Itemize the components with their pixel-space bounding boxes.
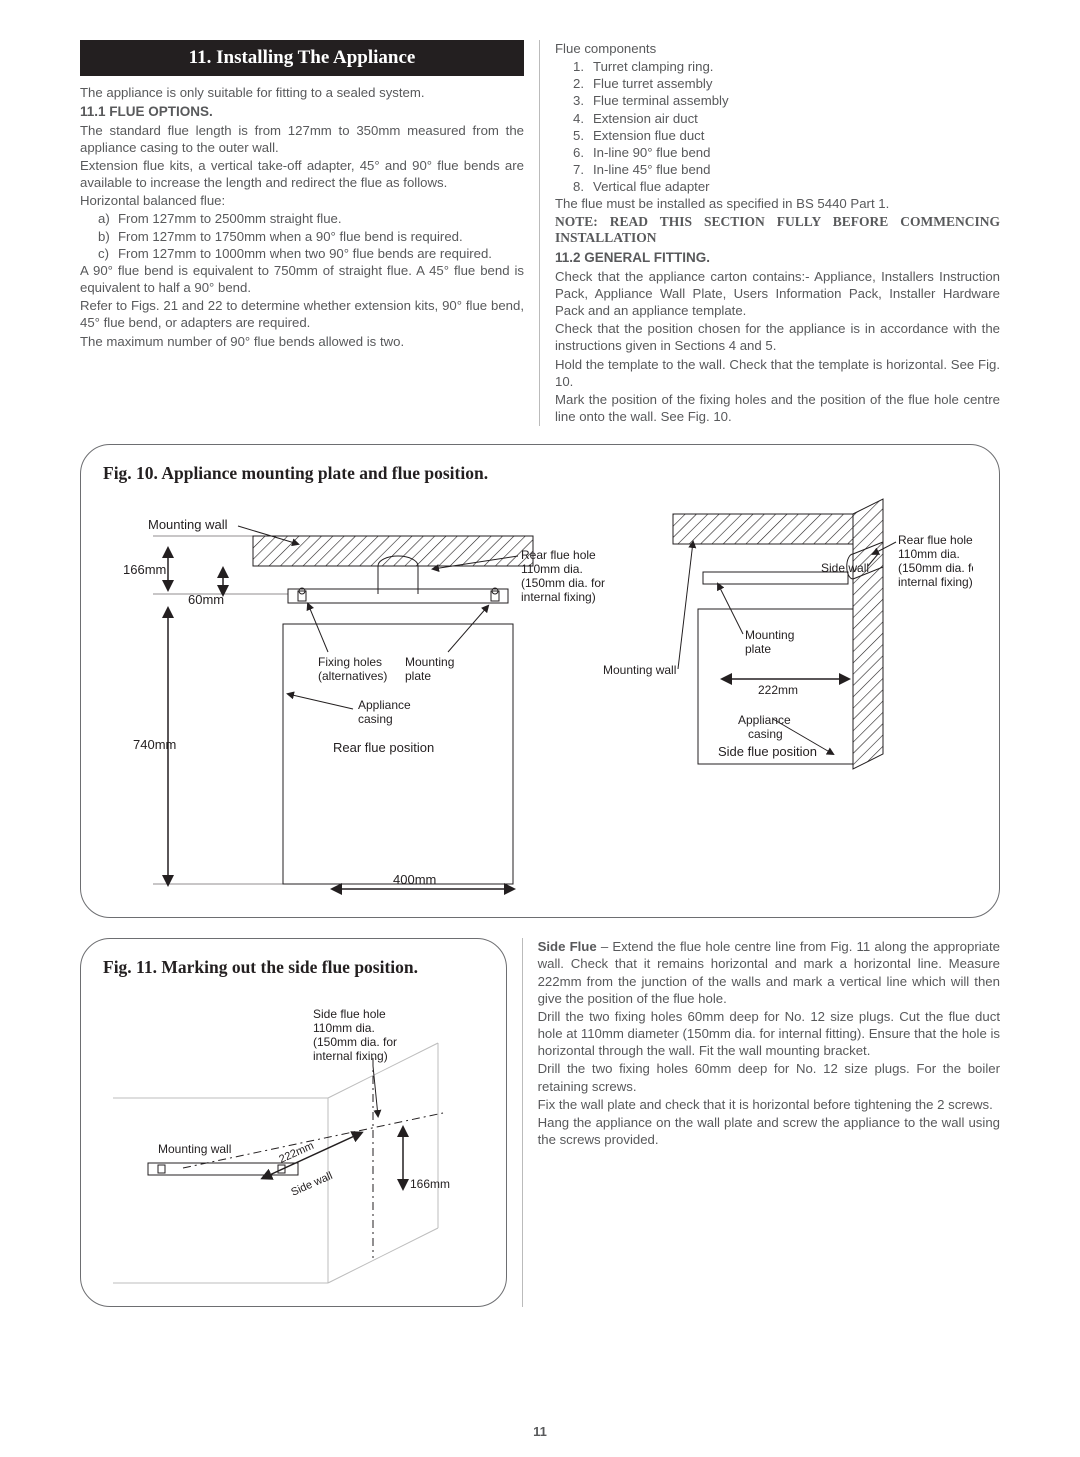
svg-text:plate: plate	[405, 669, 431, 683]
list-item: 3.Flue terminal assembly	[593, 92, 1000, 109]
svg-text:Mounting wall: Mounting wall	[148, 517, 228, 532]
g3: Hold the template to the wall. Check tha…	[555, 356, 1000, 390]
svg-text:166mm: 166mm	[410, 1177, 450, 1191]
flue-components-list: 1.Turret clamping ring. 2.Flue turret as…	[555, 58, 1000, 195]
c2: Flue turret assembly	[593, 76, 712, 91]
list-item: b)From 127mm to 1750mm when a 90° flue b…	[118, 228, 524, 245]
list-item: 2.Flue turret assembly	[593, 75, 1000, 92]
svg-text:(150mm dia. for: (150mm dia. for	[313, 1035, 397, 1049]
section-header: 11. Installing The Appliance	[80, 40, 524, 76]
svg-text:(alternatives): (alternatives)	[318, 669, 387, 683]
list-item: 8.Vertical flue adapter	[593, 178, 1000, 195]
svg-text:Side wall: Side wall	[821, 561, 869, 575]
list-a-text: From 127mm to 2500mm straight flue.	[118, 211, 342, 226]
intro-text: The appliance is only suitable for fitti…	[80, 84, 524, 101]
svg-text:plate: plate	[745, 642, 771, 656]
svg-text:casing: casing	[748, 727, 783, 741]
c4: Extension air duct	[593, 111, 698, 126]
figure-10-svg: Mounting wall 166mm 60mm 740mm Fixing ho…	[103, 494, 973, 899]
svg-text:Appliance: Appliance	[738, 713, 791, 727]
svg-text:Rear flue position: Rear flue position	[333, 740, 434, 755]
page-number: 11	[0, 1424, 1080, 1439]
figure-10-title: Fig. 10. Appliance mounting plate and fl…	[103, 463, 977, 484]
right-column: Flue components 1.Turret clamping ring. …	[540, 40, 1000, 426]
svg-text:740mm: 740mm	[133, 737, 176, 752]
left-p4: A 90° flue bend is equivalent to 750mm o…	[80, 262, 524, 296]
c1: Turret clamping ring.	[593, 59, 713, 74]
c3: Flue terminal assembly	[593, 93, 729, 108]
lr-p3: Drill the two fixing holes 60mm deep for…	[538, 1060, 1000, 1094]
c5: Extension flue duct	[593, 128, 704, 143]
list-item: 1.Turret clamping ring.	[593, 58, 1000, 75]
svg-text:110mm dia.: 110mm dia.	[313, 1021, 375, 1035]
figure-10-box: Fig. 10. Appliance mounting plate and fl…	[80, 444, 1000, 918]
svg-text:Rear flue hole: Rear flue hole	[898, 533, 973, 547]
svg-text:Mounting: Mounting	[745, 628, 794, 642]
c8: Vertical flue adapter	[593, 179, 710, 194]
svg-text:internal fixing): internal fixing)	[898, 575, 973, 589]
list-item: 6.In-line 90° flue bend	[593, 144, 1000, 161]
lr-p2: Drill the two fixing holes 60mm deep for…	[538, 1008, 1000, 1059]
svg-text:Mounting wall: Mounting wall	[158, 1142, 231, 1156]
left-column: 11. Installing The Appliance The applian…	[80, 40, 540, 426]
svg-text:400mm: 400mm	[393, 872, 436, 887]
left-p1: The standard flue length is from 127mm t…	[80, 122, 524, 156]
sec-11-1-head: 11.1 FLUE OPTIONS.	[80, 103, 524, 121]
list-item: a)From 127mm to 2500mm straight flue.	[118, 210, 524, 227]
left-p5: Refer to Figs. 21 and 22 to determine wh…	[80, 297, 524, 331]
install-note: NOTE: READ THIS SECTION FULLY BEFORE COM…	[555, 214, 1000, 248]
list-item: 4.Extension air duct	[593, 110, 1000, 127]
lower-right-text: Side Flue – Extend the flue hole centre …	[522, 938, 1000, 1307]
list-item: 5.Extension flue duct	[593, 127, 1000, 144]
list-item: c)From 127mm to 1000mm when two 90° flue…	[118, 245, 524, 262]
svg-text:Side flue hole: Side flue hole	[313, 1007, 386, 1021]
svg-text:Mounting wall: Mounting wall	[603, 663, 676, 677]
g2: Check that the position chosen for the a…	[555, 320, 1000, 354]
lower-row: Fig. 11. Marking out the side flue posit…	[80, 938, 1000, 1307]
figure-11-box: Fig. 11. Marking out the side flue posit…	[80, 938, 507, 1307]
g4: Mark the position of the fixing holes an…	[555, 391, 1000, 425]
list-c-text: From 127mm to 1000mm when two 90° flue b…	[118, 246, 492, 261]
svg-text:166mm: 166mm	[123, 562, 166, 577]
lr-p4: Fix the wall plate and check that it is …	[538, 1096, 1000, 1113]
svg-text:Fixing holes: Fixing holes	[318, 655, 382, 669]
svg-text:Mounting: Mounting	[405, 655, 454, 669]
svg-text:Rear flue hole: Rear flue hole	[521, 548, 596, 562]
horizontal-flue-list: a)From 127mm to 2500mm straight flue. b)…	[80, 210, 524, 261]
g1: Check that the appliance carton contains…	[555, 268, 1000, 319]
figure-11-title: Fig. 11. Marking out the side flue posit…	[103, 957, 484, 978]
flue-components-head: Flue components	[555, 40, 1000, 57]
svg-text:internal fixing): internal fixing)	[313, 1049, 388, 1063]
figure-11-container: Fig. 11. Marking out the side flue posit…	[80, 938, 522, 1307]
list-b-text: From 127mm to 1750mm when a 90° flue ben…	[118, 229, 463, 244]
side-flue-p1: Side Flue – Extend the flue hole centre …	[538, 938, 1000, 1007]
c6: In-line 90° flue bend	[593, 145, 710, 160]
svg-text:(150mm dia. for: (150mm dia. for	[898, 561, 973, 575]
svg-text:casing: casing	[358, 712, 393, 726]
left-body: The appliance is only suitable for fitti…	[80, 84, 524, 350]
svg-text:Side flue position: Side flue position	[718, 744, 817, 759]
left-p3: Horizontal balanced flue:	[80, 192, 524, 209]
svg-text:internal fixing): internal fixing)	[521, 590, 596, 604]
lr-p5: Hang the appliance on the wall plate and…	[538, 1114, 1000, 1148]
right-body: Flue components 1.Turret clamping ring. …	[555, 40, 1000, 425]
svg-text:110mm dia.: 110mm dia.	[898, 547, 960, 561]
left-p2: Extension flue kits, a vertical take-off…	[80, 157, 524, 191]
c7: In-line 45° flue bend	[593, 162, 710, 177]
figure-11-svg: Side flue hole 110mm dia. (150mm dia. fo…	[103, 988, 483, 1288]
svg-text:(150mm dia. for: (150mm dia. for	[521, 576, 605, 590]
left-p6: The maximum number of 90° flue bends all…	[80, 333, 524, 350]
bs-note: The flue must be installed as specified …	[555, 195, 1000, 212]
list-item: 7.In-line 45° flue bend	[593, 161, 1000, 178]
top-columns: 11. Installing The Appliance The applian…	[80, 40, 1000, 426]
svg-text:Appliance: Appliance	[358, 698, 411, 712]
svg-text:222mm: 222mm	[758, 683, 798, 697]
svg-text:110mm dia.: 110mm dia.	[521, 562, 583, 576]
sec-11-2-head: 11.2 GENERAL FITTING.	[555, 249, 1000, 267]
